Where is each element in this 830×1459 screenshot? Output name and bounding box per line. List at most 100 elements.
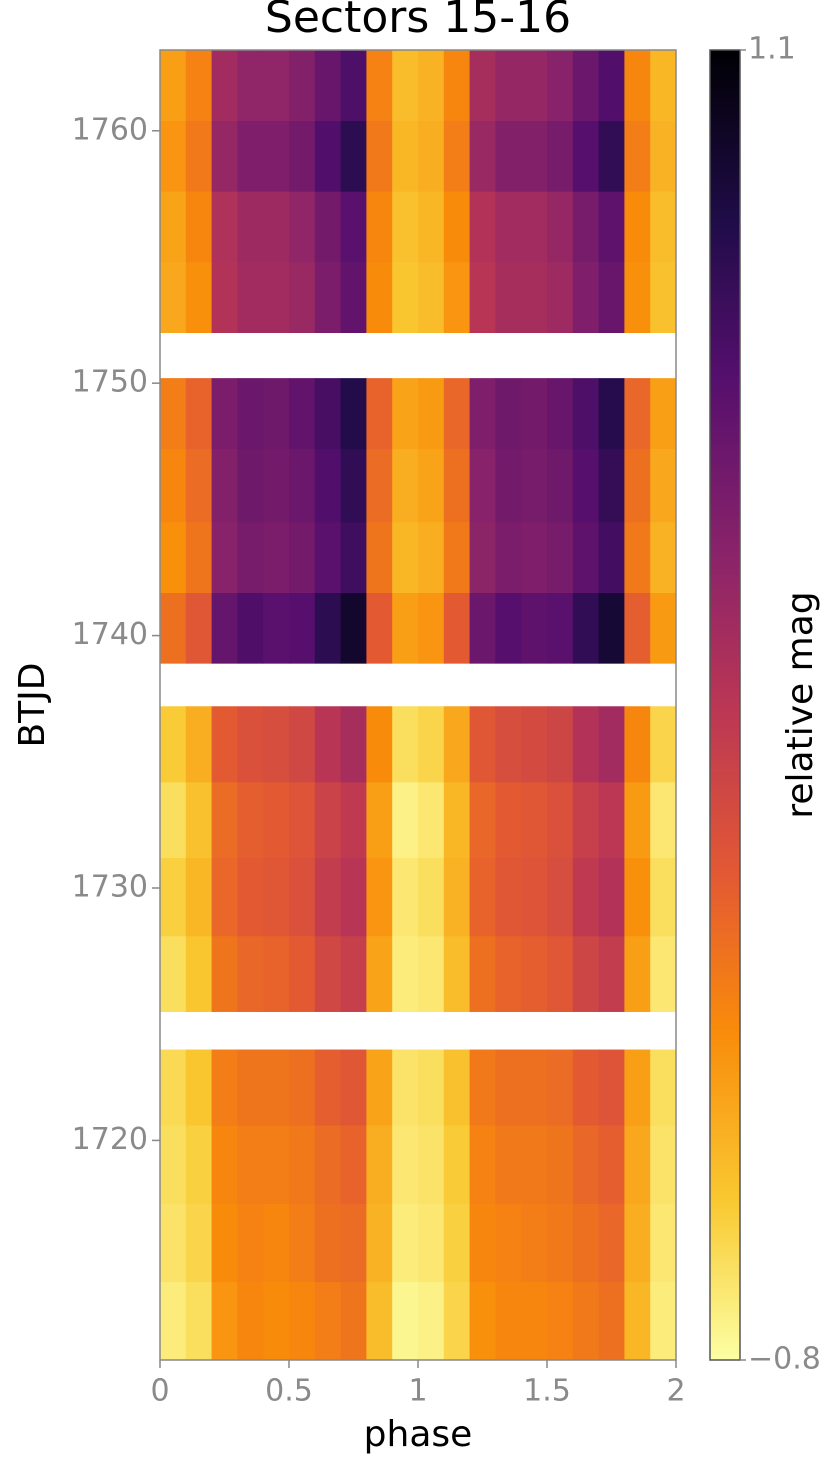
heatmap-cell <box>598 935 625 1012</box>
heatmap-cell <box>392 448 419 523</box>
heatmap-cell <box>443 935 471 1012</box>
heatmap-cell <box>289 191 316 263</box>
heatmap-cell <box>314 857 342 937</box>
heatmap-cell <box>495 1049 522 1126</box>
heatmap-cell <box>185 191 213 263</box>
heatmap-cell <box>547 522 574 593</box>
y-tick-label: 1760 <box>72 112 148 147</box>
y-tick-label: 1730 <box>72 869 148 904</box>
heatmap-cell <box>237 857 264 937</box>
heatmap-cell <box>314 448 342 523</box>
heatmap-cell <box>314 522 342 593</box>
heatmap-cell <box>547 1049 574 1126</box>
heatmap-cell <box>237 1203 264 1283</box>
heatmap-cell <box>289 857 316 937</box>
heatmap-cell <box>289 592 316 664</box>
heatmap-cell <box>211 378 238 450</box>
heatmap-cell <box>418 448 445 523</box>
heatmap-cell <box>443 706 471 783</box>
heatmap-cell <box>185 522 213 593</box>
heatmap-cell <box>366 592 393 664</box>
heatmap-cell <box>314 1049 342 1126</box>
heatmap-cell <box>418 781 445 859</box>
heatmap-cell <box>469 592 496 664</box>
heatmap-cell <box>237 1281 264 1361</box>
heatmap-cell <box>392 781 419 859</box>
heatmap-cell <box>314 191 342 263</box>
heatmap-cell <box>366 50 393 121</box>
heatmap-cell <box>469 50 496 121</box>
heatmap-cell <box>340 50 367 121</box>
heatmap-cell <box>263 935 290 1012</box>
heatmap-cell <box>650 706 677 783</box>
heatmap-cell <box>237 378 264 450</box>
heatmap-cell <box>521 781 548 859</box>
heatmap-cell <box>495 781 522 859</box>
heatmap-cell <box>392 191 419 263</box>
heatmap-cell <box>624 857 651 937</box>
heatmap-cell <box>572 1203 600 1283</box>
heatmap-cell <box>211 191 238 263</box>
heatmap-cell <box>263 1203 290 1283</box>
heatmap-cell <box>289 935 316 1012</box>
heatmap-cell <box>289 262 316 333</box>
heatmap-cell <box>366 1049 393 1126</box>
heatmap-cell <box>340 1203 367 1283</box>
heatmap-cell <box>418 378 445 450</box>
heatmap-cell <box>263 592 290 664</box>
heatmap-cell <box>443 857 471 937</box>
heatmap-cell <box>547 1125 574 1204</box>
heatmap-cell <box>263 1049 290 1126</box>
heatmap-cell <box>211 1125 238 1204</box>
heatmap-cell <box>366 706 393 783</box>
heatmap-cell <box>418 1125 445 1204</box>
heatmap-cell <box>160 592 187 664</box>
heatmap-cell <box>598 1281 625 1361</box>
heatmap-cell <box>624 781 651 859</box>
heatmap-cell <box>547 706 574 783</box>
heatmap-cell <box>263 262 290 333</box>
heatmap-cell <box>547 262 574 333</box>
heatmap-cell <box>160 378 187 450</box>
heatmap-cell <box>495 191 522 263</box>
heatmap-cell <box>598 1125 625 1204</box>
heatmap-cell <box>340 1281 367 1361</box>
heatmap-cell <box>469 857 496 937</box>
heatmap-cell <box>572 706 600 783</box>
heatmap-cell <box>160 706 187 783</box>
heatmap-cell <box>366 935 393 1012</box>
heatmap-cell <box>624 1049 651 1126</box>
heatmap-cell <box>572 781 600 859</box>
heatmap-cell <box>624 1125 651 1204</box>
heatmap-cell <box>263 522 290 593</box>
heatmap-cell <box>443 1049 471 1126</box>
heatmap-cell <box>598 191 625 263</box>
heatmap-cell <box>418 857 445 937</box>
y-tick-label: 1740 <box>72 617 148 652</box>
heatmap-cell <box>160 120 187 192</box>
heatmap-cell <box>314 1203 342 1283</box>
x-tick-label: 0 <box>150 1374 169 1409</box>
heatmap-cell <box>547 378 574 450</box>
heatmap-cell <box>340 592 367 664</box>
heatmap-cell <box>185 857 213 937</box>
heatmap-cell <box>263 857 290 937</box>
heatmap-cell <box>650 191 677 263</box>
heatmap-cell <box>314 935 342 1012</box>
heatmap-cell <box>392 1049 419 1126</box>
heatmap-cell <box>572 262 600 333</box>
heatmap-cell <box>598 1203 625 1283</box>
heatmap-cell <box>572 1281 600 1361</box>
heatmap-cell <box>160 1125 187 1204</box>
x-tick-label: 0.5 <box>265 1374 313 1409</box>
heatmap-cell <box>160 1203 187 1283</box>
heatmap-cell <box>340 448 367 523</box>
heatmap-cell <box>598 50 625 121</box>
heatmap-cell <box>237 120 264 192</box>
heatmap-cell <box>211 857 238 937</box>
heatmap-cell <box>366 781 393 859</box>
heatmap-cell <box>185 120 213 192</box>
heatmap-cell <box>289 120 316 192</box>
heatmap-cell <box>443 191 471 263</box>
heatmap-cell <box>469 1049 496 1126</box>
